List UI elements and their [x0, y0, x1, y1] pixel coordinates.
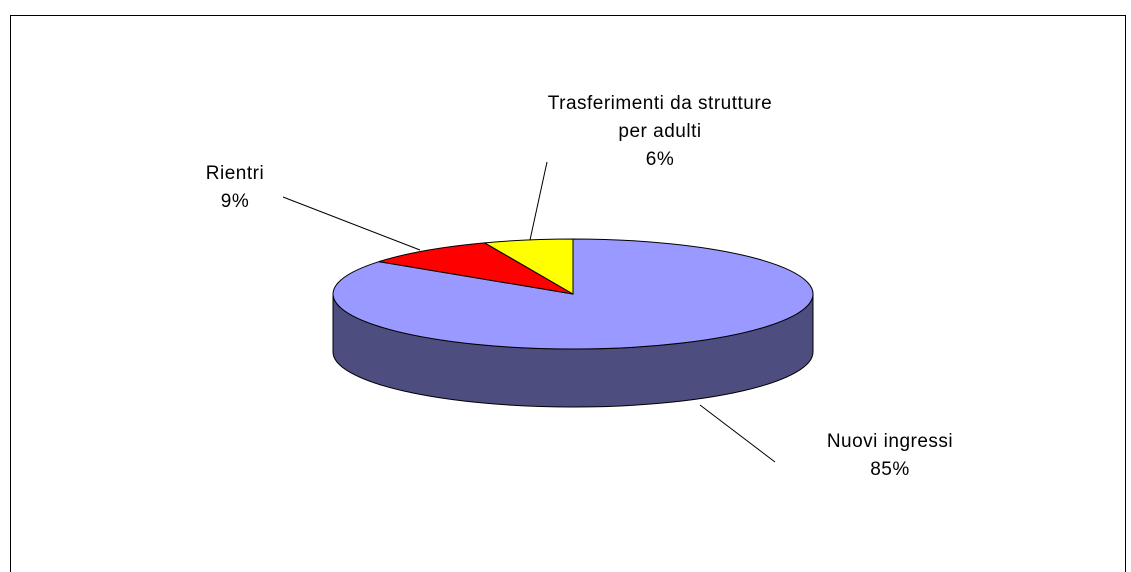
leader-line: [282, 196, 421, 251]
pie-slice: [483, 238, 574, 295]
slice-label: Rientri 9%: [160, 160, 310, 216]
slice-name: Trasferimenti da strutture per adulti: [547, 93, 773, 142]
slice-value: 9%: [220, 191, 250, 212]
slice-label: Trasferimenti da strutture per adulti 6%: [540, 90, 780, 174]
slice-label: Nuovi ingressi 85%: [780, 428, 1000, 484]
slice-value: 6%: [645, 149, 675, 170]
slice-name: Rientri: [205, 163, 265, 184]
slice-name: Nuovi ingressi: [826, 431, 954, 452]
leader-line: [699, 404, 776, 463]
slice-value: 85%: [870, 459, 910, 480]
leader-line: [529, 161, 548, 241]
pie-slice: [378, 242, 574, 295]
chart-frame: [10, 15, 1126, 572]
